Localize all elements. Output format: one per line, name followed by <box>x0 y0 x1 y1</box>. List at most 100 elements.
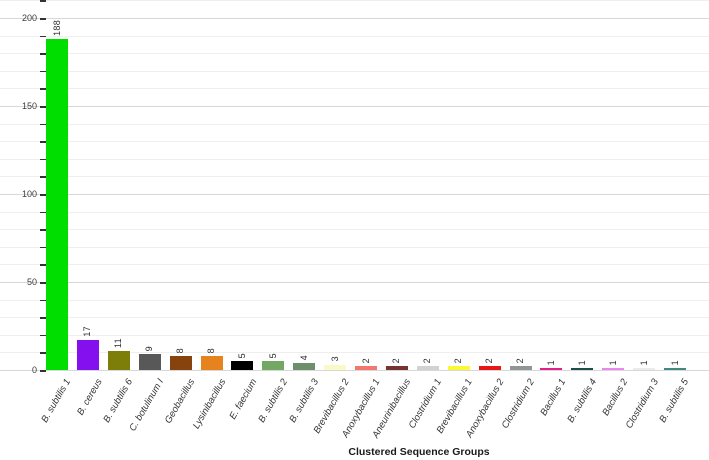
y-axis-tick <box>40 141 46 143</box>
bar-value-label: 3 <box>329 356 340 362</box>
bar <box>46 39 68 370</box>
minor-gridline <box>0 88 709 90</box>
x-tick-label: Bacillus 2 <box>599 377 630 418</box>
bar <box>509 366 532 370</box>
x-tick-label: B. subtilis 5 <box>657 377 692 425</box>
bar-value-label: 17 <box>82 326 93 338</box>
minor-gridline <box>0 141 709 143</box>
bar <box>169 355 192 370</box>
y-axis-tick <box>40 246 46 249</box>
y-tick-label: 100 <box>21 189 37 199</box>
minor-gridline <box>0 0 709 2</box>
bar-value-label: 1 <box>607 359 618 366</box>
bar-value-label: 9 <box>144 345 155 352</box>
y-axis-tick <box>40 106 46 108</box>
y-axis-tick <box>40 211 46 214</box>
bar-value-label: 188 <box>51 20 62 37</box>
bar <box>324 364 347 370</box>
bar-value-label: 2 <box>422 358 433 364</box>
x-tick-label: B. subtilis 1 <box>39 377 74 425</box>
bar <box>540 368 563 370</box>
minor-gridline <box>0 158 709 160</box>
x-tick-label: B. cereus <box>74 377 105 418</box>
minor-gridline <box>0 352 709 354</box>
bar <box>262 361 285 370</box>
bar-value-label: 5 <box>267 352 278 359</box>
bar <box>416 366 439 370</box>
minor-gridline <box>0 317 709 319</box>
bar <box>231 361 254 370</box>
bar <box>385 366 408 370</box>
x-tick-label: B. subtilis 2 <box>256 377 290 425</box>
bar-value-label: 8 <box>175 347 186 353</box>
x-tick-label: B. subtilis 3 <box>286 377 321 425</box>
y-axis-tick <box>40 194 46 196</box>
bar <box>478 366 501 370</box>
x-tick-label: Clostridium 3 <box>623 377 661 431</box>
major-gridline <box>0 370 709 371</box>
y-axis-tick <box>40 352 46 354</box>
y-axis-tick <box>40 18 46 20</box>
minor-gridline <box>0 70 709 72</box>
y-axis-tick <box>40 123 46 126</box>
major-gridline <box>0 18 709 19</box>
bar <box>602 368 625 370</box>
y-axis-tick <box>40 264 46 266</box>
y-axis-tick <box>40 53 46 55</box>
x-tick-label: Geobacillus <box>162 377 198 426</box>
y-tick-label: 150 <box>21 101 37 111</box>
x-axis-title: Clustered Sequence Groups <box>348 446 490 458</box>
minor-gridline <box>0 246 709 248</box>
x-tick-label: Lysinibacillus <box>190 377 229 431</box>
y-axis-tick <box>40 370 46 372</box>
minor-gridline <box>0 176 709 178</box>
x-tick-label: E. faecium <box>226 377 259 422</box>
bar <box>664 368 686 370</box>
y-tick-label: 50 <box>26 277 37 287</box>
bar <box>76 340 99 370</box>
bar-value-label: 1 <box>638 359 649 366</box>
y-axis-tick <box>40 88 46 90</box>
y-axis-tick <box>40 158 46 161</box>
bar-value-label: 5 <box>236 352 247 359</box>
major-gridline <box>0 106 709 107</box>
y-axis-tick <box>40 35 46 38</box>
y-axis-tick <box>40 317 46 319</box>
minor-gridline <box>0 35 709 37</box>
major-gridline <box>0 194 709 195</box>
bar <box>138 354 161 370</box>
minor-gridline <box>0 123 709 125</box>
y-tick-label: 200 <box>21 13 37 23</box>
bar-value-label: 1 <box>576 359 587 366</box>
y-axis-tick <box>40 0 46 2</box>
minor-gridline <box>0 211 709 213</box>
minor-gridline <box>0 229 709 231</box>
bar-value-label: 8 <box>206 347 216 353</box>
bar-value-label: 2 <box>453 358 464 364</box>
bar-value-label: 2 <box>515 358 525 364</box>
bar-value-label: 2 <box>484 358 495 364</box>
y-axis-tick <box>40 176 46 178</box>
major-gridline <box>0 282 709 283</box>
y-axis-tick <box>40 282 46 284</box>
y-axis-tick <box>40 229 46 231</box>
minor-gridline <box>0 53 709 55</box>
y-axis-tick <box>40 299 46 302</box>
bar-value-label: 2 <box>360 358 371 364</box>
minor-gridline <box>0 334 709 336</box>
bar <box>571 368 594 370</box>
x-tick-label: Clostridium 2 <box>499 377 538 431</box>
bar <box>633 368 656 370</box>
bar-value-label: 2 <box>391 358 402 364</box>
minor-gridline <box>0 299 709 301</box>
x-tick-label: B. subtilis 6 <box>101 377 136 425</box>
bar-value-label: 11 <box>113 337 124 348</box>
bar <box>200 355 223 370</box>
bar <box>107 350 130 370</box>
y-axis-tick <box>40 334 46 337</box>
bar-value-label: 1 <box>669 359 680 366</box>
y-tick-label: 0 <box>31 365 37 375</box>
x-tick-label: B. subtilis 4 <box>565 377 599 425</box>
bar <box>293 362 316 370</box>
